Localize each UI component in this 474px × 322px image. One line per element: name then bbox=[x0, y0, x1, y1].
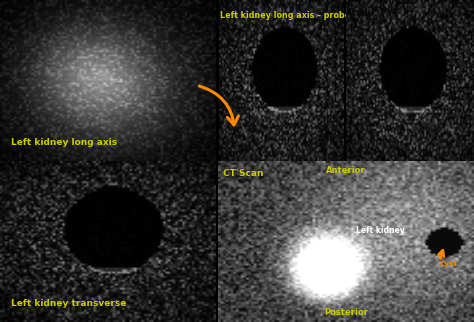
Text: Left kidney long axis: Left kidney long axis bbox=[11, 137, 117, 147]
Text: Left kidney: Left kidney bbox=[356, 226, 405, 235]
Text: Cyst: Cyst bbox=[439, 261, 457, 267]
Text: Left kidney transverse: Left kidney transverse bbox=[11, 298, 126, 308]
Text: CT Scan: CT Scan bbox=[223, 169, 264, 178]
Text: Anterior: Anterior bbox=[326, 166, 366, 175]
Text: Left kidney long axis – probe tilted posteriorly: Left kidney long axis – probe tilted pos… bbox=[220, 11, 430, 20]
Text: Posterior: Posterior bbox=[324, 308, 368, 317]
